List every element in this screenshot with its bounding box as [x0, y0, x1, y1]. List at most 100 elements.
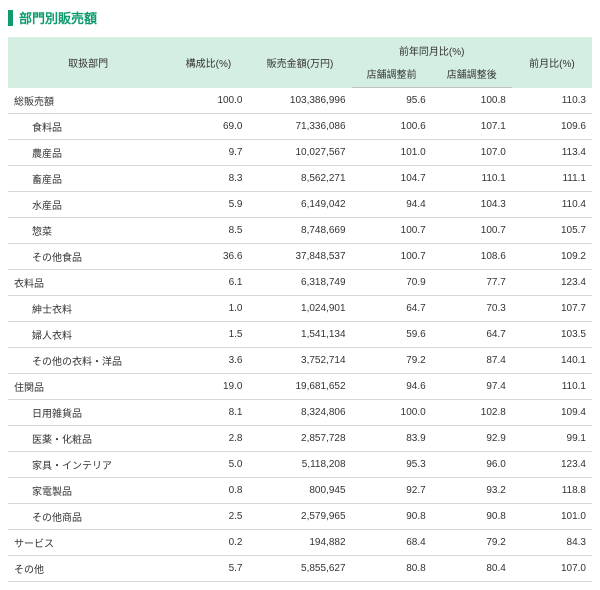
cell-sales: 71,336,086 [248, 113, 351, 139]
cell-sales: 3,752,714 [248, 347, 351, 373]
cell-sales: 8,748,669 [248, 217, 351, 243]
cell-sales: 1,541,134 [248, 321, 351, 347]
table-body: 総販売額100.0103,386,99695.6100.8110.3食料品69.… [8, 88, 592, 582]
cell-yoy-after: 80.4 [432, 555, 512, 581]
cell-ratio: 69.0 [168, 113, 248, 139]
cell-sales: 10,027,567 [248, 139, 351, 165]
cell-ratio: 8.5 [168, 217, 248, 243]
cell-mom: 109.4 [512, 399, 592, 425]
section-title: 部門別販売額 [8, 8, 592, 27]
cell-yoy-before: 100.7 [352, 217, 432, 243]
cell-mom: 84.3 [512, 529, 592, 555]
cell-sales: 6,318,749 [248, 269, 351, 295]
cell-label: 食料品 [8, 113, 168, 139]
cell-ratio: 0.2 [168, 529, 248, 555]
table-row: 住関品19.019,681,65294.697.4110.1 [8, 373, 592, 399]
cell-mom: 111.1 [512, 165, 592, 191]
cell-mom: 110.3 [512, 88, 592, 114]
cell-sales: 8,562,271 [248, 165, 351, 191]
cell-ratio: 5.7 [168, 555, 248, 581]
cell-ratio: 100.0 [168, 88, 248, 114]
cell-yoy-after: 96.0 [432, 451, 512, 477]
cell-label: 総販売額 [8, 88, 168, 114]
cell-yoy-after: 87.4 [432, 347, 512, 373]
cell-yoy-before: 59.6 [352, 321, 432, 347]
cell-yoy-after: 90.8 [432, 503, 512, 529]
cell-ratio: 8.3 [168, 165, 248, 191]
cell-mom: 101.0 [512, 503, 592, 529]
cell-ratio: 2.5 [168, 503, 248, 529]
cell-yoy-after: 107.0 [432, 139, 512, 165]
cell-yoy-before: 90.8 [352, 503, 432, 529]
cell-yoy-after: 108.6 [432, 243, 512, 269]
cell-label: 医薬・化粧品 [8, 425, 168, 451]
col-sales: 販売金額(万円) [248, 37, 351, 88]
table-row: サービス0.2194,88268.479.284.3 [8, 529, 592, 555]
cell-label: 婦人衣料 [8, 321, 168, 347]
cell-label: 惣菜 [8, 217, 168, 243]
cell-sales: 19,681,652 [248, 373, 351, 399]
cell-yoy-before: 100.0 [352, 399, 432, 425]
cell-label: 紳士衣料 [8, 295, 168, 321]
col-yoy-before: 店舗調整前 [352, 64, 432, 88]
cell-yoy-before: 94.4 [352, 191, 432, 217]
cell-yoy-before: 83.9 [352, 425, 432, 451]
cell-mom: 110.4 [512, 191, 592, 217]
cell-mom: 123.4 [512, 269, 592, 295]
cell-yoy-before: 80.8 [352, 555, 432, 581]
cell-yoy-after: 97.4 [432, 373, 512, 399]
table-row: 日用雑貨品8.18,324,806100.0102.8109.4 [8, 399, 592, 425]
col-dept: 取扱部門 [8, 37, 168, 88]
cell-yoy-before: 64.7 [352, 295, 432, 321]
cell-yoy-after: 102.8 [432, 399, 512, 425]
cell-label: 家具・インテリア [8, 451, 168, 477]
cell-ratio: 1.5 [168, 321, 248, 347]
table-row: 惣菜8.58,748,669100.7100.7105.7 [8, 217, 592, 243]
cell-ratio: 0.8 [168, 477, 248, 503]
cell-sales: 194,882 [248, 529, 351, 555]
title-accent-bar [8, 10, 13, 26]
table-row: その他商品2.52,579,96590.890.8101.0 [8, 503, 592, 529]
cell-ratio: 36.6 [168, 243, 248, 269]
cell-yoy-before: 68.4 [352, 529, 432, 555]
cell-mom: 140.1 [512, 347, 592, 373]
cell-yoy-after: 107.1 [432, 113, 512, 139]
cell-yoy-before: 95.6 [352, 88, 432, 114]
cell-yoy-before: 70.9 [352, 269, 432, 295]
table-row: 水産品5.96,149,04294.4104.3110.4 [8, 191, 592, 217]
col-yoy-group: 前年同月比(%) [352, 37, 512, 64]
cell-yoy-after: 64.7 [432, 321, 512, 347]
cell-sales: 8,324,806 [248, 399, 351, 425]
cell-yoy-before: 100.6 [352, 113, 432, 139]
cell-mom: 109.2 [512, 243, 592, 269]
table-row: その他食品36.637,848,537100.7108.6109.2 [8, 243, 592, 269]
cell-label: 水産品 [8, 191, 168, 217]
table-row: 家電製品0.8800,94592.793.2118.8 [8, 477, 592, 503]
cell-label: 住関品 [8, 373, 168, 399]
sales-table: 取扱部門 構成比(%) 販売金額(万円) 前年同月比(%) 前月比(%) 店舗調… [8, 37, 592, 582]
cell-sales: 2,579,965 [248, 503, 351, 529]
col-ratio: 構成比(%) [168, 37, 248, 88]
cell-ratio: 19.0 [168, 373, 248, 399]
cell-label: 衣料品 [8, 269, 168, 295]
cell-yoy-after: 92.9 [432, 425, 512, 451]
cell-yoy-after: 79.2 [432, 529, 512, 555]
table-row: 総販売額100.0103,386,99695.6100.8110.3 [8, 88, 592, 114]
cell-sales: 5,855,627 [248, 555, 351, 581]
table-header: 取扱部門 構成比(%) 販売金額(万円) 前年同月比(%) 前月比(%) 店舗調… [8, 37, 592, 88]
cell-mom: 123.4 [512, 451, 592, 477]
cell-yoy-before: 104.7 [352, 165, 432, 191]
cell-yoy-before: 92.7 [352, 477, 432, 503]
cell-ratio: 8.1 [168, 399, 248, 425]
cell-yoy-before: 79.2 [352, 347, 432, 373]
cell-yoy-after: 100.7 [432, 217, 512, 243]
title-text: 部門別販売額 [19, 8, 97, 27]
table-row: 紳士衣料1.01,024,90164.770.3107.7 [8, 295, 592, 321]
cell-sales: 800,945 [248, 477, 351, 503]
cell-mom: 103.5 [512, 321, 592, 347]
cell-sales: 1,024,901 [248, 295, 351, 321]
cell-yoy-after: 100.8 [432, 88, 512, 114]
cell-yoy-before: 95.3 [352, 451, 432, 477]
cell-mom: 113.4 [512, 139, 592, 165]
cell-mom: 110.1 [512, 373, 592, 399]
